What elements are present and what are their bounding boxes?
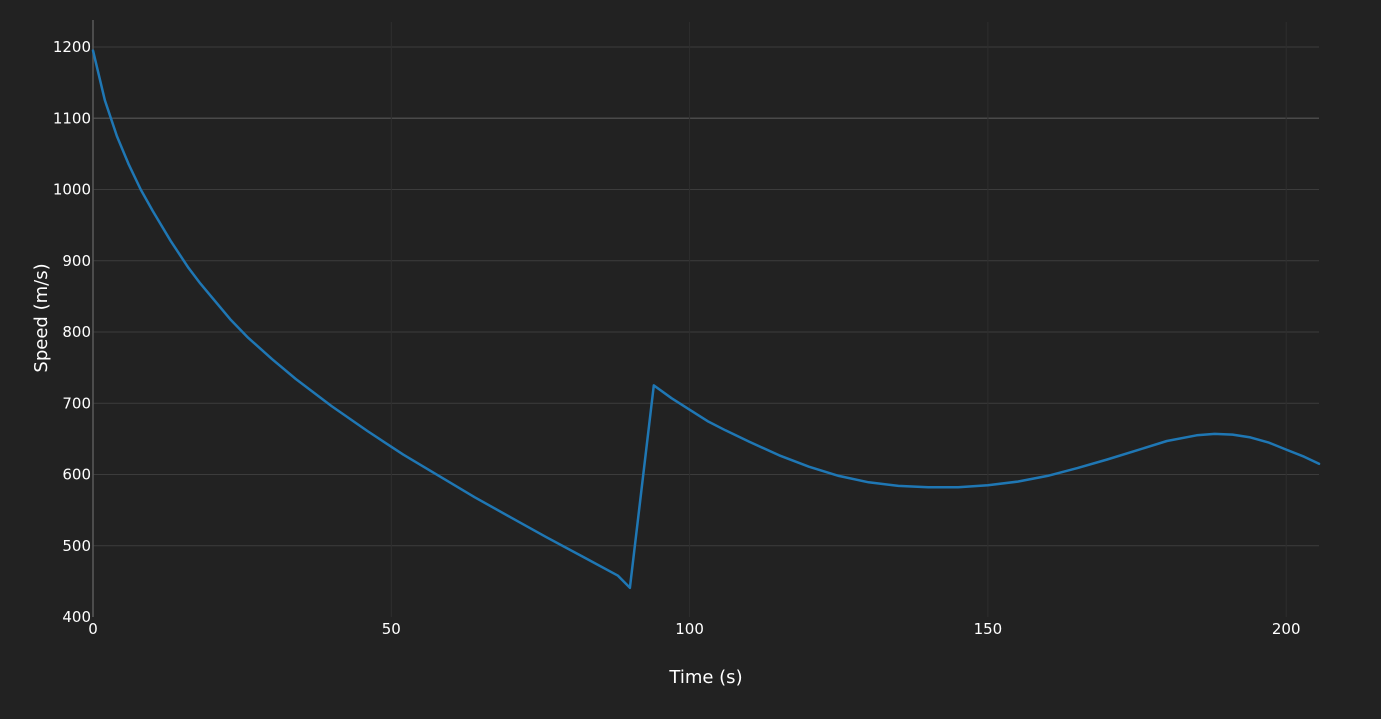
y-tick-label: 1100: [53, 109, 91, 127]
y-tick-label: 900: [62, 252, 91, 270]
x-tick-label: 200: [1272, 620, 1301, 638]
x-tick-label: 0: [88, 620, 98, 638]
x-axis-title: Time (s): [668, 667, 742, 688]
y-tick-label: 1200: [53, 38, 91, 56]
plot-area: [91, 49, 1321, 590]
y-tick-label: 400: [62, 608, 91, 626]
gridlines: [93, 22, 1319, 617]
y-tick-labels: 400 500 600 700 800 900 1000 1100 1200: [53, 38, 91, 626]
x-tick-label: 100: [675, 620, 704, 638]
y-tick-label: 800: [62, 323, 91, 341]
y-axis-title: Speed (m/s): [31, 263, 52, 372]
y-tick-label: 700: [62, 394, 91, 412]
x-tick-label: 150: [974, 620, 1003, 638]
x-tick-labels: 0 50 100 150 200: [88, 620, 1300, 638]
y-tick-label: 1000: [53, 181, 91, 199]
x-tick-label: 50: [382, 620, 401, 638]
y-tick-label: 600: [62, 466, 91, 484]
series-line: [91, 49, 1321, 590]
y-tick-label: 500: [62, 537, 91, 555]
